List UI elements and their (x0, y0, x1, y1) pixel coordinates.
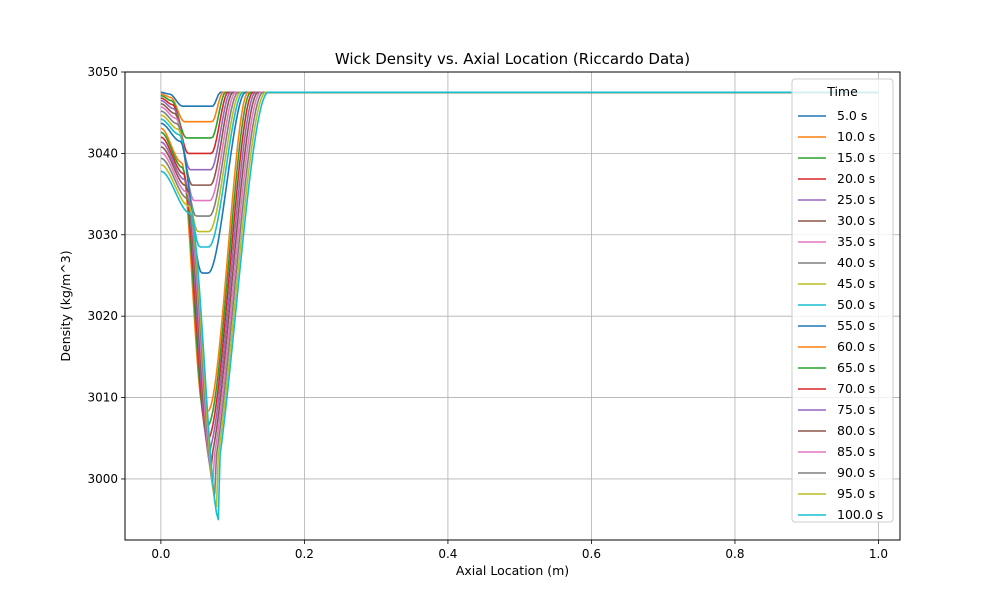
x-tick-label: 0.4 (438, 547, 457, 561)
legend-item-label: 35.0 s (837, 234, 875, 249)
y-tick-label: 3010 (87, 391, 118, 405)
legend-item-label: 60.0 s (837, 339, 875, 354)
y-tick-label: 3000 (87, 472, 118, 486)
legend-item-label: 55.0 s (837, 318, 875, 333)
legend-item-label: 10.0 s (837, 129, 875, 144)
legend-item-label: 40.0 s (837, 255, 875, 270)
legend-item-label: 80.0 s (837, 423, 875, 438)
legend-item-label: 20.0 s (837, 171, 875, 186)
legend-title: Time (826, 84, 858, 99)
series-line (160, 91, 879, 521)
x-tick-label: 0.0 (151, 547, 170, 561)
legend-item-label: 25.0 s (837, 192, 875, 207)
series-lines (160, 91, 879, 521)
y-tick-label: 3030 (87, 228, 118, 242)
legend-item-label: 100.0 s (837, 507, 883, 522)
legend-item-label: 15.0 s (837, 150, 875, 165)
legend-item-label: 85.0 s (837, 444, 875, 459)
legend-item-label: 45.0 s (837, 276, 875, 291)
legend-item-label: 65.0 s (837, 360, 875, 375)
legend-item-label: 50.0 s (837, 297, 875, 312)
y-tick-label: 3050 (87, 65, 118, 79)
x-axis-label: Axial Location (m) (456, 563, 569, 578)
legend-item-label: 90.0 s (837, 465, 875, 480)
axes-frame (124, 71, 901, 541)
legend-item-label: 95.0 s (837, 486, 875, 501)
legend-item-label: 30.0 s (837, 213, 875, 228)
x-tick-label: 0.6 (582, 547, 601, 561)
chart-title: Wick Density vs. Axial Location (Riccard… (335, 50, 690, 68)
y-axis-label: Density (kg/m^3) (58, 250, 73, 361)
axis-ticks: 0.0 0.2 0.4 0.6 0.8 1.0 3000 3010 3020 3030 3040 30… (87, 65, 888, 561)
legend-item-label: 5.0 s (837, 108, 867, 123)
legend-item-label: 75.0 s (837, 402, 875, 417)
x-tick-label: 1.0 (869, 547, 888, 561)
x-tick-label: 0.8 (725, 547, 744, 561)
legend-frame (791, 78, 894, 523)
x-tick-label: 0.2 (295, 547, 314, 561)
grid (125, 71, 900, 540)
legend: Time 5.0 s 10.0 s 15.0 s 20.0 s 25.0 s 30.0 s… (791, 78, 894, 523)
legend-item-label: 70.0 s (837, 381, 875, 396)
y-tick-label: 3020 (87, 309, 118, 323)
y-tick-label: 3040 (87, 146, 118, 160)
